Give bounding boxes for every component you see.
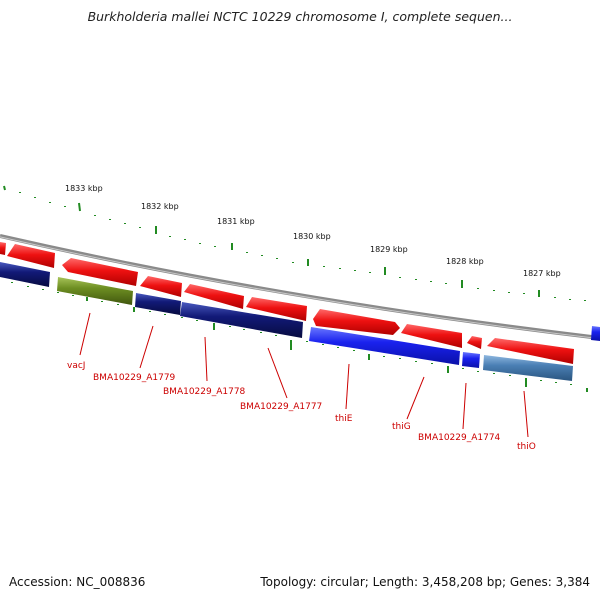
forward-cds[interactable] [7, 244, 55, 268]
reverse-cds[interactable] [462, 352, 480, 368]
forward-cds[interactable] [62, 258, 138, 286]
reverse-cds[interactable] [180, 302, 303, 338]
kbp-label: 1830 kbp [293, 232, 331, 241]
topology-summary: Topology: circular; Length: 3,458,208 bp… [260, 575, 590, 589]
gene-leader-line [204, 336, 208, 382]
kbp-label: 1833 kbp [65, 184, 103, 193]
forward-cds[interactable] [313, 309, 400, 335]
gene-label-thie[interactable]: thiE [335, 414, 353, 424]
kbp-label: 1829 kbp [370, 245, 408, 254]
gene-leader-line [345, 363, 350, 410]
reverse-cds[interactable] [591, 326, 600, 341]
accession-label: Accession: NC_008836 [9, 575, 146, 589]
gene-label-a1778[interactable]: BMA10229_A1778 [163, 387, 246, 397]
forward-cds[interactable] [140, 276, 182, 297]
reverse-cds[interactable] [135, 293, 181, 315]
gene-label-vacj[interactable]: vacJ [67, 361, 85, 371]
genome-backbone [0, 234, 600, 340]
gene-label-a1779[interactable]: BMA10229_A1779 [93, 373, 176, 383]
forward-cds[interactable] [487, 338, 574, 364]
forward-cds[interactable] [246, 297, 307, 321]
gene-label-thio[interactable]: thiO [517, 442, 536, 452]
reverse-cds[interactable] [57, 277, 133, 305]
forward-cds[interactable] [184, 284, 244, 309]
gene-leader-line [406, 376, 425, 420]
kbp-label: 1832 kbp [141, 202, 179, 211]
forward-cds[interactable] [0, 242, 6, 255]
gene-leader-line [79, 312, 91, 356]
reverse-cds[interactable] [0, 262, 50, 287]
gene-leader-line [267, 347, 288, 399]
gene-leader-line [139, 325, 154, 369]
gc-tick-track [11, 282, 588, 392]
gene-leader-line [462, 382, 467, 430]
gene-label-a1774[interactable]: BMA10229_A1774 [418, 433, 501, 443]
forward-cds[interactable] [467, 336, 482, 349]
gene-label-thig[interactable]: thiG [392, 422, 411, 432]
reverse-cds[interactable] [309, 327, 460, 365]
gene-label-a1777[interactable]: BMA10229_A1777 [240, 402, 322, 412]
reverse-cds[interactable] [483, 355, 573, 381]
gene-leader-line [523, 390, 529, 438]
kbp-label: 1827 kbp [523, 269, 561, 278]
forward-cds[interactable] [401, 324, 462, 348]
kbp-label: 1831 kbp [217, 217, 255, 226]
map-title: Burkholderia mallei NCTC 10229 chromosom… [87, 9, 513, 24]
position-tick-track [3, 185, 586, 301]
kbp-label: 1828 kbp [446, 257, 484, 266]
